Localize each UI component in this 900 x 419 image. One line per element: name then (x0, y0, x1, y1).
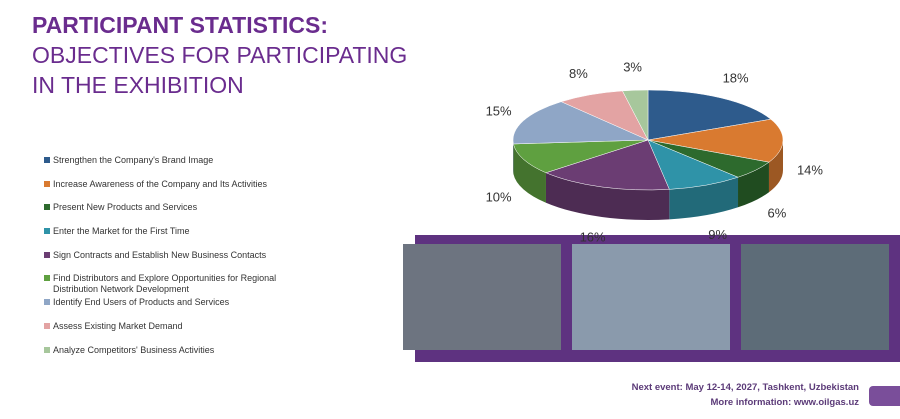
legend-label: Assess Existing Market Demand (53, 320, 183, 331)
slice-side (738, 162, 769, 208)
subtitle: OBJECTIVES FOR PARTICIPATING (32, 42, 408, 68)
footer-text: More information: www.oilgas.uz (710, 397, 859, 408)
legend-item: Analyze Competitors' Business Activities (44, 345, 294, 369)
data-label: 16% (580, 230, 606, 245)
slice (647, 118, 784, 163)
legend-item: Enter the Market for the First Time (44, 226, 294, 250)
data-label: 14% (797, 163, 823, 178)
data-label: 3% (623, 59, 642, 74)
legend-swatch (44, 346, 50, 353)
legend-swatch (44, 157, 50, 163)
slice (513, 139, 649, 174)
legend-swatch (44, 180, 50, 187)
legend-label: Strengthen the Company's Brand Image (53, 155, 214, 165)
title: PARTICIPANT STATISTICS: (32, 12, 329, 38)
legend-item: Assess Existing Market Demand (44, 321, 294, 345)
subtitle: IN THE EXHIBITION (32, 72, 244, 98)
legend-label: Enter the Market for the First Time (53, 226, 190, 237)
legend-label: Find Distributors and Explore Opportunit… (53, 273, 277, 295)
slice-side (669, 177, 739, 220)
legend-swatch (44, 299, 50, 306)
data-label: 18% (723, 70, 749, 85)
legend-label: Present New Products and Services (53, 202, 198, 213)
legend-label: Sign Contracts and Establish New Busines… (53, 249, 267, 260)
legend-item: Present New Products and Services (44, 202, 294, 226)
legend-item: Identify End Users of Products and Servi… (44, 297, 294, 321)
slice (622, 89, 649, 141)
data-label: 15% (486, 103, 512, 118)
legend-item: Strengthen the Company's Brand Image (44, 155, 294, 179)
photo (403, 244, 561, 350)
photo (741, 244, 889, 350)
legend-item: Find Distributors and Explore Opportunit… (44, 273, 294, 297)
footer-text: Next event: May 12-14, 2027, Tashkent, U… (631, 382, 859, 393)
slice (512, 101, 649, 145)
slice-side (513, 143, 546, 203)
legend-item: Increase Awareness of the Company and It… (44, 179, 294, 203)
legend-item: Sign Contracts and Establish New Busines… (44, 250, 294, 274)
legend-swatch (44, 275, 50, 282)
legend-swatch (44, 204, 50, 211)
legend-swatch (44, 251, 50, 258)
legend: Strengthen the Company's Brand Image Incr… (44, 155, 294, 368)
data-label: 6% (768, 205, 787, 220)
slice (647, 89, 772, 141)
legend-label: Identify End Users of Products and Servi… (53, 297, 230, 308)
legend-label: Increase Awareness of the Company and It… (53, 178, 267, 189)
legend-swatch (44, 228, 50, 235)
data-label: 9% (708, 227, 727, 242)
slice (545, 139, 670, 191)
data-label: 10% (486, 189, 512, 204)
photo (572, 244, 730, 350)
slice-side (768, 140, 783, 193)
legend-label: Analyze Competitors' Business Activities (53, 344, 215, 355)
legend-swatch (44, 322, 50, 329)
data-label: 8% (569, 66, 588, 81)
slice-side (545, 172, 670, 220)
tab (869, 386, 900, 406)
